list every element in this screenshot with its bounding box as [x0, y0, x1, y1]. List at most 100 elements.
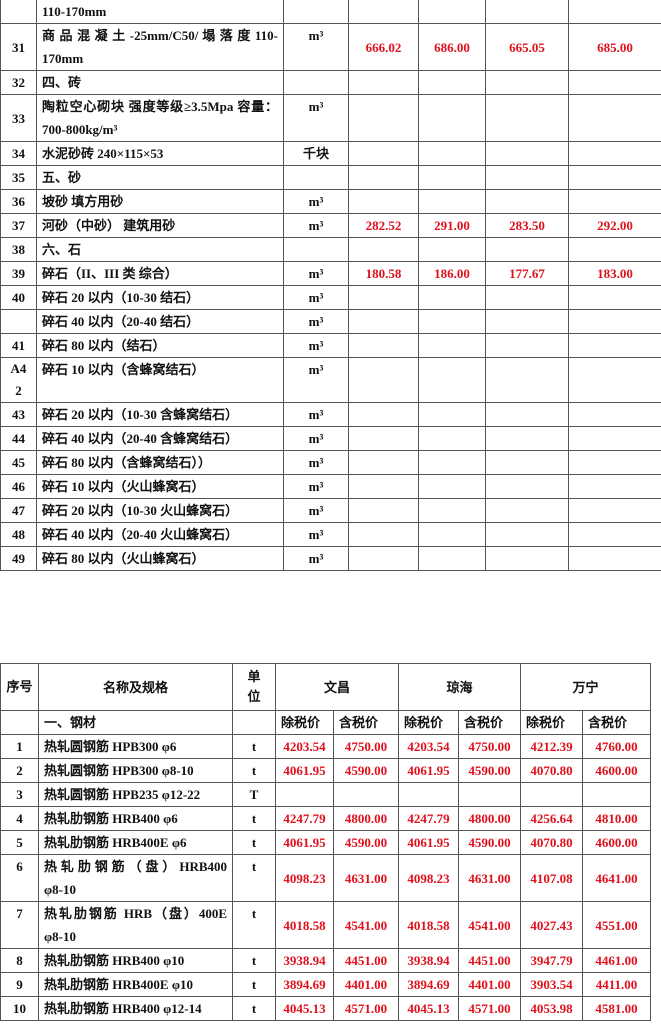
- row-number: 40: [0, 285, 37, 310]
- price-value: 4750.00: [458, 734, 522, 759]
- price-value: 3938.94: [275, 948, 334, 973]
- price-value: [418, 333, 486, 358]
- unit: m³: [283, 357, 349, 403]
- price-value: [348, 165, 419, 190]
- price-value: 4203.54: [275, 734, 334, 759]
- table-row: 36 坡砂 填方用砂 m³: [0, 189, 661, 214]
- price-value: 4247.79: [398, 806, 460, 831]
- unit: t: [232, 854, 276, 902]
- unit: m³: [283, 498, 349, 523]
- header-name: 名称及规格: [38, 663, 233, 711]
- price-value: [485, 426, 569, 451]
- price-value: [348, 450, 419, 475]
- table-row: 8 热轧肋钢筋 HRB400 φ10 t 3938.94 4451.00 3938.94 4…: [0, 948, 652, 973]
- table-row: 49 碎石 80 以内（火山蜂窝石） m³: [0, 546, 661, 571]
- price-value: [582, 782, 652, 807]
- section-unit: [232, 710, 276, 735]
- header-no: 序号: [0, 663, 39, 711]
- price-value: [568, 309, 661, 334]
- subheader-taxincl: 含税价: [458, 710, 522, 735]
- unit: [283, 70, 349, 95]
- unit: t: [232, 996, 276, 1021]
- unit: m³: [283, 333, 349, 358]
- table-row: 34 水泥砂砖 240×115×53 千块: [0, 141, 661, 166]
- price-value: [568, 498, 661, 523]
- row-number: 6: [0, 854, 39, 902]
- price-value: 665.05: [485, 23, 569, 71]
- item-name: 热轧肋钢筋 HRB400E φ6: [38, 830, 233, 855]
- price-value: 4203.54: [398, 734, 460, 759]
- unit: m³: [283, 285, 349, 310]
- price-value: [485, 402, 569, 427]
- item-name: 商 品 混 凝 土 -25mm/C50/ 塌 落 度 110-170mm: [36, 23, 284, 71]
- price-value: [568, 402, 661, 427]
- price-value: 4401.00: [458, 972, 522, 997]
- price-value: 4590.00: [458, 758, 522, 783]
- price-value: [275, 782, 334, 807]
- price-value: 4800.00: [332, 806, 400, 831]
- table-row: 33 陶粒空心砌块 强度等级≥3.5Mpa 容量：700-800kg/m³ m³: [0, 94, 661, 142]
- item-name: 碎石（II、III 类 综合）: [36, 261, 284, 286]
- row-number: 10: [0, 996, 39, 1021]
- price-value: [418, 141, 486, 166]
- table-row: 43 碎石 20 以内（10-30 含蜂窝结石） m³: [0, 402, 661, 427]
- price-value: 186.00: [418, 261, 486, 286]
- price-value: 4061.95: [398, 758, 460, 783]
- price-value: [418, 546, 486, 571]
- price-value: [568, 546, 661, 571]
- price-value: 4461.00: [582, 948, 652, 973]
- unit: t: [232, 948, 276, 973]
- subheader-taxincl: 含税价: [582, 710, 652, 735]
- price-value: [568, 70, 661, 95]
- item-name: 热轧圆钢筋 HPB300 φ6: [38, 734, 233, 759]
- row-number: 3: [0, 782, 39, 807]
- price-value: 3938.94: [398, 948, 460, 973]
- subheader-pretax: 除税价: [398, 710, 460, 735]
- table-row: 41 碎石 80 以内（结石） m³: [0, 333, 661, 358]
- table-row: 3 热轧圆钢筋 HPB235 φ12-22 T: [0, 782, 652, 807]
- row-number: 43: [0, 402, 37, 427]
- table-row: 44 碎石 40 以内（20-40 含蜂窝结石） m³: [0, 426, 661, 451]
- unit: m³: [283, 450, 349, 475]
- unit: t: [232, 830, 276, 855]
- unit: t: [232, 758, 276, 783]
- row-number: A42: [0, 357, 37, 403]
- unit: m³: [283, 426, 349, 451]
- item-name: 热轧肋钢筋 HRB400 φ6: [38, 806, 233, 831]
- section-title: 一、钢材: [38, 710, 233, 735]
- unit: T: [232, 782, 276, 807]
- price-value: 4045.13: [398, 996, 460, 1021]
- row-number: 4: [0, 806, 39, 831]
- price-value: 4590.00: [332, 758, 400, 783]
- table-row: 32 四、砖: [0, 70, 661, 95]
- header-unit: 单位: [232, 663, 276, 711]
- price-value: [348, 0, 419, 24]
- item-name: 五、砂: [36, 165, 284, 190]
- item-name: 碎石 10 以内（含蜂窝结石）: [36, 357, 284, 403]
- table-row: 碎石 40 以内（20-40 结石） m³: [0, 309, 661, 334]
- row-number: 2: [0, 758, 39, 783]
- unit: m³: [283, 309, 349, 334]
- item-name: 碎石 80 以内（含蜂窝结石））: [36, 450, 284, 475]
- unit: m³: [283, 522, 349, 547]
- price-value: 4541.00: [332, 901, 400, 949]
- price-value: 180.58: [348, 261, 419, 286]
- unit: m³: [283, 261, 349, 286]
- table-row: 4 热轧肋钢筋 HRB400 φ6 t 4247.79 4800.00 4247.79 48…: [0, 806, 652, 831]
- table-row: 45 碎石 80 以内（含蜂窝结石）） m³: [0, 450, 661, 475]
- item-name: 碎石 40 以内（20-40 结石）: [36, 309, 284, 334]
- item-name: 110-170mm: [36, 0, 284, 24]
- unit: m³: [283, 189, 349, 214]
- price-value: [418, 94, 486, 142]
- table-row: 7 热轧肋钢筋 HRB（盘）400E φ8-10 t 4018.58 4541.00 40…: [0, 901, 652, 949]
- row-number: [0, 309, 37, 334]
- price-value: [485, 309, 569, 334]
- price-value: [485, 285, 569, 310]
- price-value: 4061.95: [275, 830, 334, 855]
- price-value: [568, 522, 661, 547]
- unit: [283, 0, 349, 24]
- price-value: 4256.64: [520, 806, 584, 831]
- price-value: [485, 546, 569, 571]
- price-value: 685.00: [568, 23, 661, 71]
